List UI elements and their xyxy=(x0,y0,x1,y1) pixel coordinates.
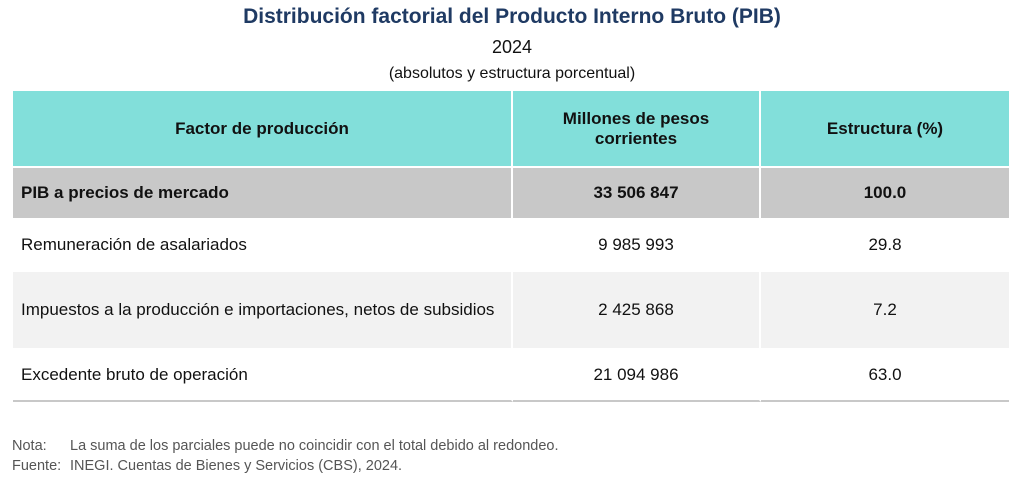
source: Fuente: INEGI. Cuentas de Bienes y Servic… xyxy=(12,458,402,474)
column-header: Factor de producción xyxy=(13,91,513,168)
year: 2024 xyxy=(491,37,533,57)
cell: Excedente bruto de operación xyxy=(13,350,513,402)
subtitle: (absolutos y estructura porcentual) xyxy=(388,65,636,82)
cell: Remuneración de asalariados xyxy=(13,220,513,272)
column-header: Millones de pesos corrientes xyxy=(513,91,761,168)
note-text: La suma de los parciales puede no coinci… xyxy=(70,438,559,454)
cell: 7.2 xyxy=(761,272,1009,350)
cell: 2 425 868 xyxy=(513,272,761,350)
cell: 29.8 xyxy=(761,220,1009,272)
row: Excedente bruto de operación 21 094 986 … xyxy=(13,350,1009,402)
row: PIB a precios de mercado 33 506 847 100.… xyxy=(13,168,1009,220)
source-text: INEGI. Cuentas de Bienes y Servicios (CB… xyxy=(70,458,403,474)
row: Impuestos a la producción e importacione… xyxy=(13,272,1009,350)
cell: Impuestos a la producción e importacione… xyxy=(13,272,513,350)
cell: 100.0 xyxy=(761,168,1009,220)
table: Factor de producción Millones de pesos c… xyxy=(13,91,1009,402)
cell: 21 094 986 xyxy=(513,350,761,402)
cell: 9 985 993 xyxy=(513,220,761,272)
row: Remuneración de asalariados 9 985 993 29… xyxy=(13,220,1009,272)
column-header: Estructura (%) xyxy=(761,91,1009,168)
cell: 33 506 847 xyxy=(513,168,761,220)
title: Distribución factorial del Producto Inte… xyxy=(243,5,781,28)
cell: 63.0 xyxy=(761,350,1009,402)
source-label: Fuente: xyxy=(12,458,62,474)
note: Nota: La suma de los parciales puede no c… xyxy=(12,438,559,454)
cell: PIB a precios de mercado xyxy=(13,168,513,220)
note-label: Nota: xyxy=(12,438,47,454)
header-row: Factor de producción Millones de pesos c… xyxy=(13,91,1009,168)
